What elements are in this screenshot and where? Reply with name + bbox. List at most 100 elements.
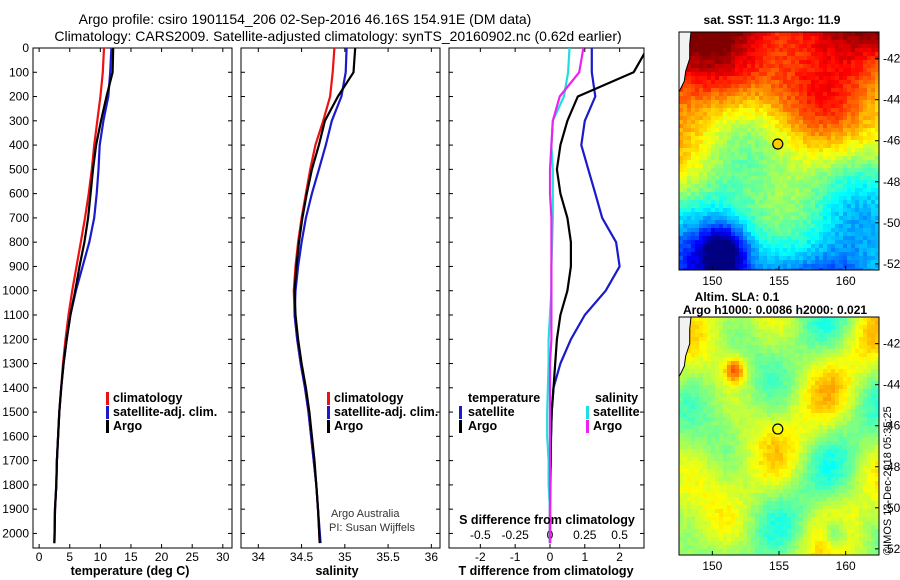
map-cell [823,124,828,129]
map-cell [735,264,740,269]
map-cell [707,140,712,145]
map-cell [831,421,836,426]
map-cell [779,341,784,346]
map-cell [679,184,684,189]
map-cell [827,140,832,145]
map-cell [751,425,756,430]
map-cell [843,441,848,446]
map-cell [699,244,704,249]
map-cell [875,184,879,189]
map-cell [835,72,840,77]
map-cell [727,361,732,366]
map-cell [795,317,800,322]
map-cell [691,409,696,414]
map-cell [771,389,776,394]
map-cell [827,36,832,41]
map-cell [863,333,868,338]
map-cell [831,128,836,133]
map-cell [759,381,764,386]
map-cell [735,236,740,241]
map-cell [775,40,780,45]
map-cell [755,204,760,209]
map-cell [855,216,860,221]
map-cell [767,220,772,225]
map-cell [823,397,828,402]
map-cell [831,333,836,338]
map-cell [815,56,820,61]
map-cell [715,397,720,402]
map-cell [731,425,736,430]
map-cell [707,52,712,57]
map-cell [755,321,760,326]
map-cell [735,389,740,394]
map-cell [827,256,832,261]
map-cell [755,68,760,73]
map-cell [711,172,716,177]
map-cell [863,449,868,454]
map-cell [875,52,879,57]
map-cell [851,409,856,414]
map-cell [867,325,872,330]
map-cell [803,148,808,153]
map-cell [827,341,832,346]
map-cell [787,268,792,270]
map-cell [843,389,848,394]
map-cell [855,228,860,233]
map-cell [855,96,860,101]
map-cell [707,389,712,394]
map-cell [755,216,760,221]
map-cell [835,48,840,53]
map-cell [811,244,816,249]
map-cell [771,357,776,362]
map-cell [783,172,788,177]
map-cell [791,60,796,65]
map-cell [811,409,816,414]
map-cell [755,220,760,225]
map-cell [807,144,812,149]
map-cell [871,429,876,434]
series-layer [53,48,644,544]
map-cell [787,152,792,157]
map-cell [859,417,864,422]
map-cell [755,433,760,438]
map-cell [691,381,696,386]
map-cell [719,405,724,410]
map-cell [863,248,868,253]
map-cell [867,224,872,229]
map-cell [739,104,744,109]
map-cell [679,437,684,442]
map-cell [727,341,732,346]
map-cell [859,437,864,442]
map-cell [851,144,856,149]
map-cell [707,100,712,105]
map-cell [771,248,776,253]
map-cell [767,224,772,229]
map-cell [835,256,840,261]
map-cell [851,417,856,422]
map-cell [771,333,776,338]
map-cell [747,429,752,434]
map-cell [847,393,852,398]
map-cell [723,349,728,354]
map-cell [847,172,852,177]
map-cell [775,36,780,41]
map-cell [811,329,816,334]
map-cell [795,88,800,93]
map-cell [711,381,716,386]
map-cell [687,453,692,458]
map-cell [727,44,732,49]
map-cell [679,88,684,93]
map-cell [803,172,808,177]
map-cell [819,232,824,237]
map-cell [811,232,816,237]
map-cell [771,264,776,269]
map-cell [719,164,724,169]
map-cell [691,220,696,225]
map-cell [735,441,740,446]
map-cell [783,200,788,205]
map-cell [851,116,856,121]
map-cell [787,317,792,322]
map-cell [823,417,828,422]
map-cell [835,236,840,241]
map-cell [719,80,724,85]
